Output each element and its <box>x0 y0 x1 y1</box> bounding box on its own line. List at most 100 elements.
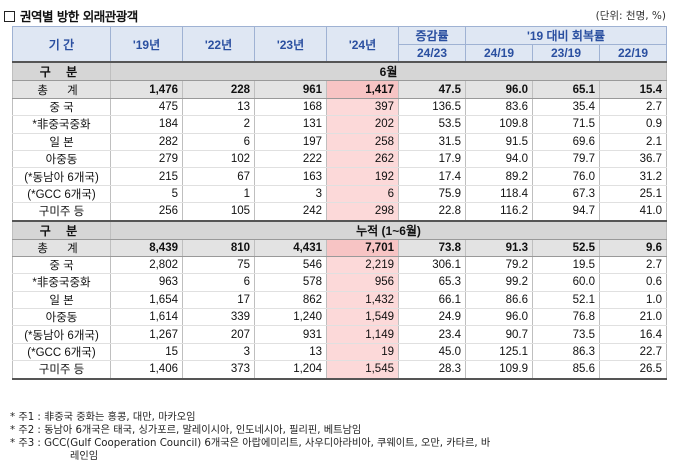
table-cell: 16.4 <box>598 325 668 344</box>
table-cell: 85.6 <box>532 360 600 380</box>
table-cell: 118.4 <box>465 185 533 204</box>
header-y23: '23년 <box>254 26 327 63</box>
table-cell: 3 <box>254 185 327 204</box>
table-cell: 109.8 <box>465 115 533 134</box>
table-cell: 75 <box>182 256 255 275</box>
table-cell: 66.1 <box>398 291 466 310</box>
table-cell: 13 <box>254 343 327 362</box>
row-label: 구미주 등 <box>12 360 111 380</box>
section-label: 구 분 <box>12 61 111 82</box>
table-cell: 69.6 <box>532 133 600 151</box>
table-cell: 94.7 <box>532 202 600 222</box>
footnote-2: * 주2 : 동남아 6개국은 태국, 싱가포르, 말레이시아, 인도네시아, … <box>10 425 362 436</box>
checkbox-square-icon <box>4 11 15 22</box>
table-cell: 45.0 <box>398 343 466 362</box>
table-cell: 41.0 <box>598 202 668 222</box>
table-cell: 2,802 <box>110 256 183 275</box>
row-label: *非중국중화 <box>12 273 111 292</box>
table-cell: 298 <box>326 202 399 222</box>
header-r2: 23/19 <box>532 44 600 63</box>
table-cell: 136.5 <box>398 98 466 117</box>
row-label: (*GCC 6개국) <box>12 343 111 362</box>
table-cell: 931 <box>254 325 327 344</box>
table-cell: 207 <box>182 325 255 344</box>
table-cell: 8,439 <box>110 239 183 257</box>
section-title: 6월 <box>109 61 668 82</box>
table-cell: 397 <box>326 98 399 117</box>
row-label: (*GCC 6개국) <box>12 185 111 204</box>
table-cell: 15.4 <box>598 80 668 99</box>
table-cell: 86.6 <box>465 291 533 310</box>
table-cell: 1,545 <box>326 360 399 380</box>
header-growth: 증감률 <box>398 26 466 45</box>
table-cell: 578 <box>254 273 327 292</box>
table-cell: 65.1 <box>532 80 600 99</box>
row-label: 총 계 <box>12 80 111 99</box>
table-cell: 105 <box>182 202 255 222</box>
table-cell: 31.2 <box>598 167 668 186</box>
table-cell: 90.7 <box>465 325 533 344</box>
table-cell: 192 <box>326 167 399 186</box>
row-label: 일 본 <box>12 291 111 310</box>
table-row: 아중동 1,614 339 1,240 1,549 24.9 96.0 76.8 21.0 <box>12 308 668 327</box>
table-row: 구미주 등 256 105 242 298 22.8 116.2 94.7 41.0 <box>12 202 668 222</box>
table-cell: 47.5 <box>398 80 466 99</box>
table-cell: 91.5 <box>465 133 533 151</box>
table-cell: 197 <box>254 133 327 151</box>
table-cell: 86.3 <box>532 343 600 362</box>
table-cell: 67 <box>182 167 255 186</box>
header-r3: 22/19 <box>598 44 668 63</box>
table-cell: 17.9 <box>398 150 466 169</box>
row-label: 총 계 <box>12 239 111 257</box>
row-label: 중 국 <box>12 98 111 117</box>
table-cell: 373 <box>182 360 255 380</box>
table-cell: 258 <box>326 133 399 151</box>
table-title: 권역별 방한 외래관광객 <box>4 6 138 25</box>
table-row: 아중동 279 102 222 262 17.9 94.0 79.7 36.7 <box>12 150 668 169</box>
table-cell: 1,240 <box>254 308 327 327</box>
table-cell: 109.9 <box>465 360 533 380</box>
table-cell: 76.8 <box>532 308 600 327</box>
table-cell: 168 <box>254 98 327 117</box>
table-cell: 6 <box>182 273 255 292</box>
table-cell: 1,267 <box>110 325 183 344</box>
table-row: (*동남아 6개국) 1,267 207 931 1,149 23.4 90.7 73.5 16… <box>12 325 668 344</box>
header-r1: 24/19 <box>465 44 533 63</box>
table-cell: 1.0 <box>598 291 668 310</box>
unit-label: (단위: 천명, %) <box>595 10 666 22</box>
section-label: 구 분 <box>12 219 111 240</box>
table-cell: 262 <box>326 150 399 169</box>
table-cell: 52.1 <box>532 291 600 310</box>
table-cell: 5 <box>110 185 183 204</box>
table-row: (*동남아 6개국) 215 67 163 192 17.4 89.2 76.0 31.2 <box>12 167 668 186</box>
footnotes: * 주1 : 非중국 중화는 홍콩, 대만, 마카오임 * 주2 : 동남아 6… <box>10 411 670 463</box>
table-cell: 99.2 <box>465 273 533 292</box>
row-label: 일 본 <box>12 133 111 151</box>
table-cell: 1,432 <box>326 291 399 310</box>
table-cell: 306.1 <box>398 256 466 275</box>
table-title-text: 권역별 방한 외래관광객 <box>20 9 138 24</box>
table-row: 중 국 475 13 168 397 136.5 83.6 35.4 2.7 <box>12 98 668 117</box>
table-row: *非중국중화 963 6 578 956 65.3 99.2 60.0 0.6 <box>12 273 668 292</box>
table-cell: 279 <box>110 150 183 169</box>
row-label: 구미주 등 <box>12 202 111 222</box>
table-cell: 3 <box>182 343 255 362</box>
table-cell: 17.4 <box>398 167 466 186</box>
table-cell: 73.8 <box>398 239 466 257</box>
table-cell: 76.0 <box>532 167 600 186</box>
table-cell: 222 <box>254 150 327 169</box>
table-cell: 1,204 <box>254 360 327 380</box>
table-cell: 256 <box>110 202 183 222</box>
table-cell: 19 <box>326 343 399 362</box>
table-cell: 24.9 <box>398 308 466 327</box>
table-cell: 1,549 <box>326 308 399 327</box>
total-row: 총 계 8,439 810 4,431 7,701 73.8 91.3 52.5 9.6 <box>12 239 668 257</box>
table-cell: 96.0 <box>465 308 533 327</box>
section-title: 누적 (1~6월) <box>109 219 668 240</box>
header-growth-sub: 24/23 <box>398 44 466 63</box>
table-cell: 215 <box>110 167 183 186</box>
table-cell: 116.2 <box>465 202 533 222</box>
total-row: 총 계 1,476 228 961 1,417 47.5 96.0 65.1 15.4 <box>12 80 668 99</box>
table-cell: 125.1 <box>465 343 533 362</box>
table-cell: 862 <box>254 291 327 310</box>
